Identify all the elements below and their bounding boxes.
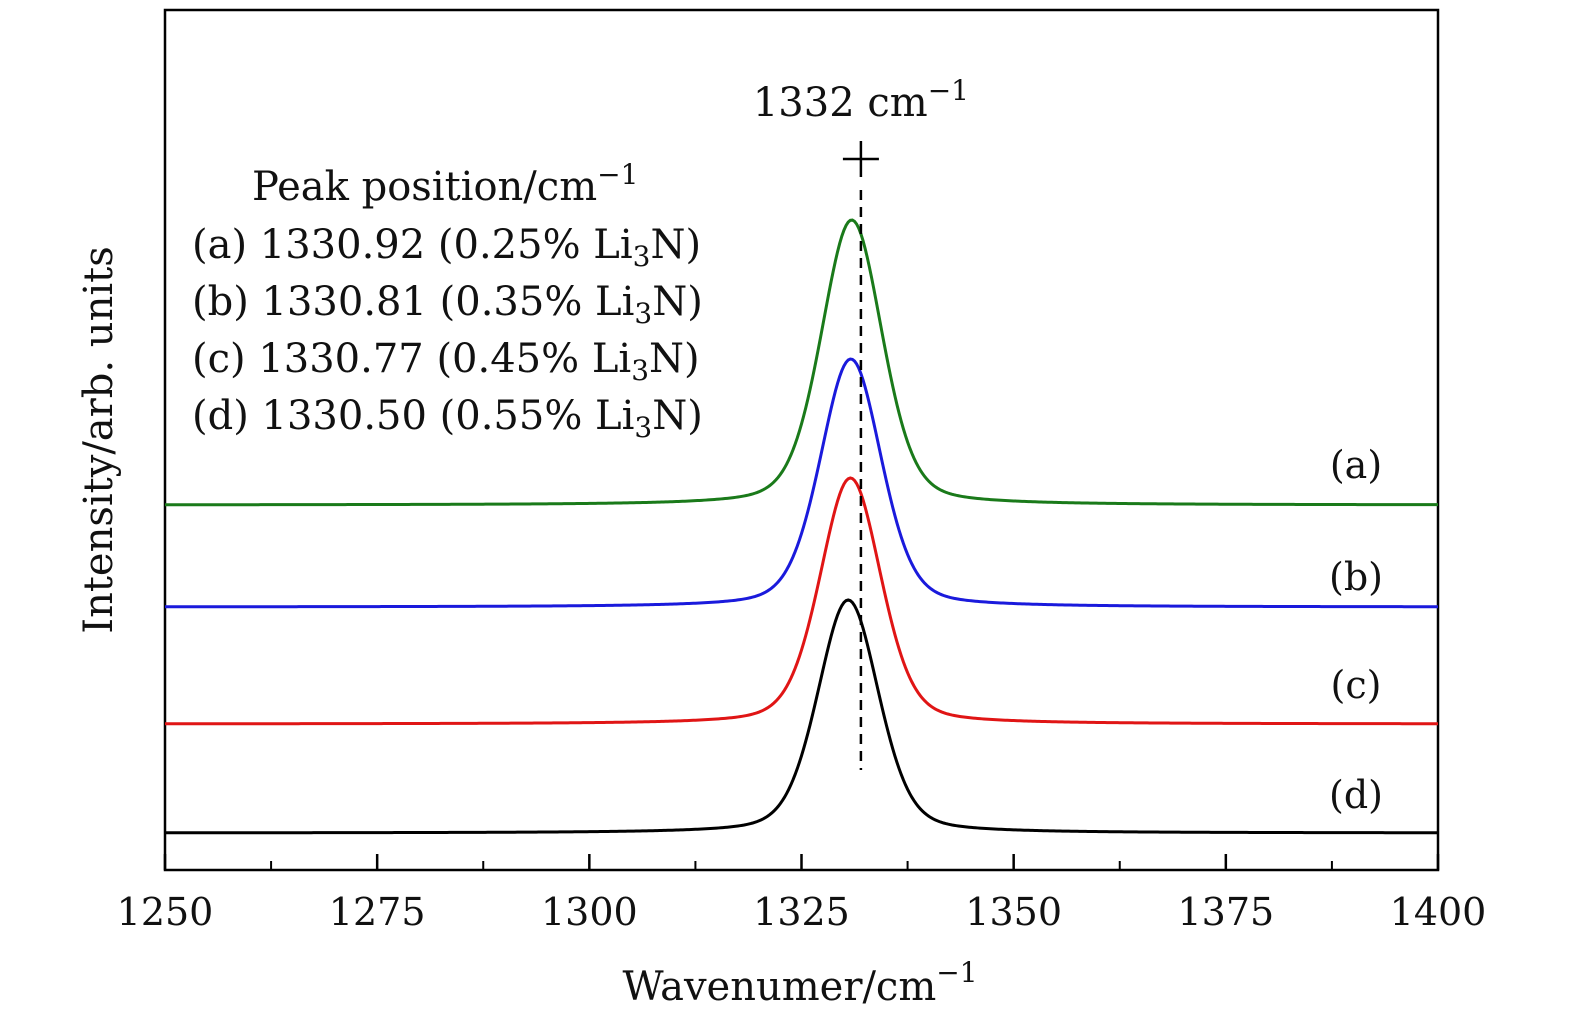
series-line-c	[164, 476, 1438, 726]
x-axis-title: Wavenumer/cm−1	[622, 956, 977, 1010]
peak-reference-marker	[842, 141, 879, 177]
x-tick-label: 1400	[1390, 890, 1487, 934]
spectra-curves	[164, 218, 1438, 835]
x-tick-label: 1300	[541, 890, 638, 934]
y-axis-title: Intensity/arb. units	[76, 246, 122, 633]
curve-label: (b)	[1329, 555, 1383, 599]
legend-entry: (d) 1330.50 (0.55% Li3N)	[192, 393, 703, 444]
series-line-b	[165, 357, 1438, 609]
x-tick-labels: 1250 1275 1300 1325 1350 1375 1400	[117, 890, 1487, 934]
curve-label: (d)	[1329, 773, 1383, 817]
plot-frame	[163, 8, 1440, 872]
legend-entry: (b) 1330.81 (0.35% Li3N)	[192, 279, 703, 330]
series-line-d	[164, 598, 1438, 835]
legend-entry: (c) 1330.77 (0.45% Li3N)	[192, 336, 700, 387]
legend: Peak position/cm−1 (a) 1330.92 (0.25% Li…	[192, 158, 703, 444]
curve-label: (a)	[1330, 443, 1382, 487]
x-tick-label: 1275	[329, 890, 426, 934]
legend-entry: (a) 1330.92 (0.25% Li3N)	[192, 222, 701, 273]
x-tick-label: 1325	[753, 890, 850, 934]
x-tick-label: 1375	[1177, 890, 1274, 934]
x-tick-label: 1250	[117, 890, 214, 934]
curve-label: (c)	[1331, 663, 1382, 707]
curve-labels: (a) (b) (c) (d)	[1329, 443, 1383, 817]
legend-title: Peak position/cm−1	[252, 158, 638, 210]
x-ticks	[163, 854, 1440, 870]
x-tick-label: 1350	[965, 890, 1062, 934]
series-line-a	[165, 218, 1438, 507]
peak-reference-label: 1332 cm−1	[753, 74, 969, 126]
